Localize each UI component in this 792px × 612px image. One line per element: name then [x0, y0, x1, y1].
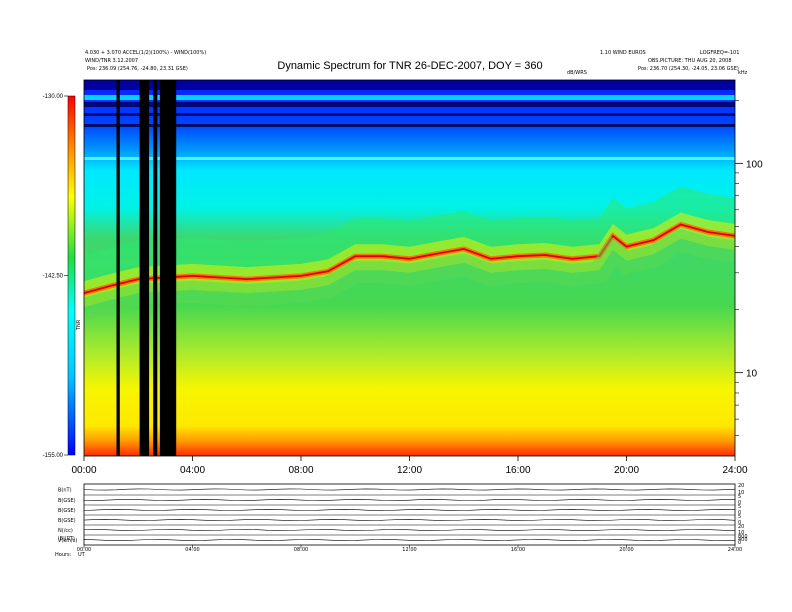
header-right-top: LOGFREQ=-101 — [700, 50, 739, 56]
emission-ridge-core — [84, 223, 735, 294]
colorbar-label: TNR — [76, 319, 82, 331]
bottom-tick-label: 24:00 — [728, 547, 742, 553]
panel-label: V(km/s) — [58, 538, 77, 544]
panel-label: B(GSE) — [58, 518, 76, 524]
colorbar-ticks: -130.00 -142.50 -155.00 — [43, 94, 68, 459]
colorbar — [67, 95, 76, 456]
panel-label: B(nT) — [58, 488, 72, 494]
panel-right-tick: 5 — [738, 504, 741, 510]
dark-stripe-1 — [84, 102, 735, 107]
bottom-tick-label: 04:00 — [185, 547, 199, 553]
panel-trace — [83, 509, 736, 511]
header-right-line2: OBS.PICTURE: THU AUG 20, 2008 — [648, 58, 732, 64]
x-tick-label: 00:00 — [71, 465, 96, 476]
panel-trace — [83, 488, 736, 491]
bottom-tick-label: 00:00 — [77, 547, 91, 553]
colorbar-tick-label: -142.50 — [43, 274, 64, 280]
panel-right-tick: 800 — [738, 534, 748, 540]
x-tick-label: 04:00 — [180, 465, 205, 476]
bottom-tick-label: 12:00 — [402, 547, 416, 553]
data-gap — [153, 80, 158, 456]
bottom-tick-label: 20:00 — [619, 547, 633, 553]
panel-label: B(GSE) — [58, 508, 76, 514]
panel-label: N(/cc) — [58, 528, 73, 534]
panel-right-tick: 0 — [738, 520, 741, 526]
dark-stripe-2 — [84, 113, 735, 116]
panel-label: |B|(RT) — [58, 536, 75, 542]
y-axis-ticks: 100 10 — [735, 99, 763, 437]
y-axis-unit-label: kHz — [738, 70, 748, 76]
header-right-pos: Pos: 236.70 (254.30, -24.05, 23.06 GSE) — [638, 66, 739, 72]
emission-green-skirt — [84, 228, 735, 320]
panel-trace — [83, 499, 736, 501]
footer-value: UT — [78, 552, 86, 558]
header-center-right: 1.10 WIND EUROS — [600, 50, 646, 56]
x-tick-label: 08:00 — [288, 465, 313, 476]
header-units-tag: dB/WRS — [567, 70, 587, 76]
dark-stripe-3 — [84, 124, 735, 127]
parameter-panels: B(nT)2010B(GSE)50B(GSE)50B(GSE)50N(/cc)2… — [58, 483, 748, 546]
cyan-stripe-upper — [84, 95, 735, 100]
bottom-tick-label: 16:00 — [511, 547, 525, 553]
top-dark-band — [84, 80, 735, 90]
header-left-line2: WIND/TNR 3.12.2007 — [85, 58, 138, 64]
bottom-tick-label: 08:00 — [294, 547, 308, 553]
panel-trace — [83, 539, 736, 541]
footer-label: Hours: — [55, 552, 72, 558]
x-tick-label: 12:00 — [397, 465, 422, 476]
colorbar-tick-label: -155.00 — [43, 453, 64, 459]
data-gap-group — [116, 80, 177, 456]
chart-title: Dynamic Spectrum for TNR 26-DEC-2007, DO… — [277, 60, 542, 72]
emission-band-group — [84, 186, 735, 320]
panel-right-tick: 0 — [738, 540, 741, 546]
panel-right-tick: 10 — [738, 530, 744, 536]
panel-trace — [83, 519, 736, 521]
panel-trace — [83, 529, 736, 531]
panel-right-tick: 20 — [738, 483, 744, 489]
panel-right-tick: 5 — [738, 494, 741, 500]
bottom-axis-ticks: 00:00 04:00 08:00 12:00 16:00 20:00 24:00 — [77, 545, 742, 553]
panel-right-tick: 0 — [738, 510, 741, 516]
emission-halo — [84, 186, 735, 294]
panel-right-tick: 20 — [738, 524, 744, 530]
spectrogram — [84, 80, 735, 456]
data-gap — [159, 80, 177, 456]
cyan-stripe-lower — [84, 157, 735, 160]
x-axis-ticks: 00:00 04:00 08:00 12:00 16:00 20:00 24:00 — [71, 456, 748, 476]
x-tick-label: 16:00 — [505, 465, 530, 476]
data-gap — [139, 80, 150, 456]
panel-right-tick: 0 — [738, 500, 741, 506]
y-tick-label: 10 — [746, 369, 758, 380]
data-gap — [116, 80, 120, 456]
header-left-pos: Pos: 236.09 (254.76, -24.80, 23.31 GSE) — [87, 66, 188, 72]
panel-right-tick: 5 — [738, 514, 741, 520]
panels-frame — [83, 483, 736, 546]
x-tick-label: 20:00 — [614, 465, 639, 476]
panel-right-tick: 400 — [738, 537, 748, 543]
header-left-line1: 4.030 + 3.070 ACCEL(1/2)(100%) - WIND(10… — [85, 50, 206, 56]
colorbar-tick-label: -130.00 — [43, 94, 64, 100]
y-tick-label: 100 — [746, 159, 763, 170]
x-tick-label: 24:00 — [722, 465, 747, 476]
panel-label: B(GSE) — [58, 498, 76, 504]
panel-right-tick: 10 — [738, 490, 744, 496]
